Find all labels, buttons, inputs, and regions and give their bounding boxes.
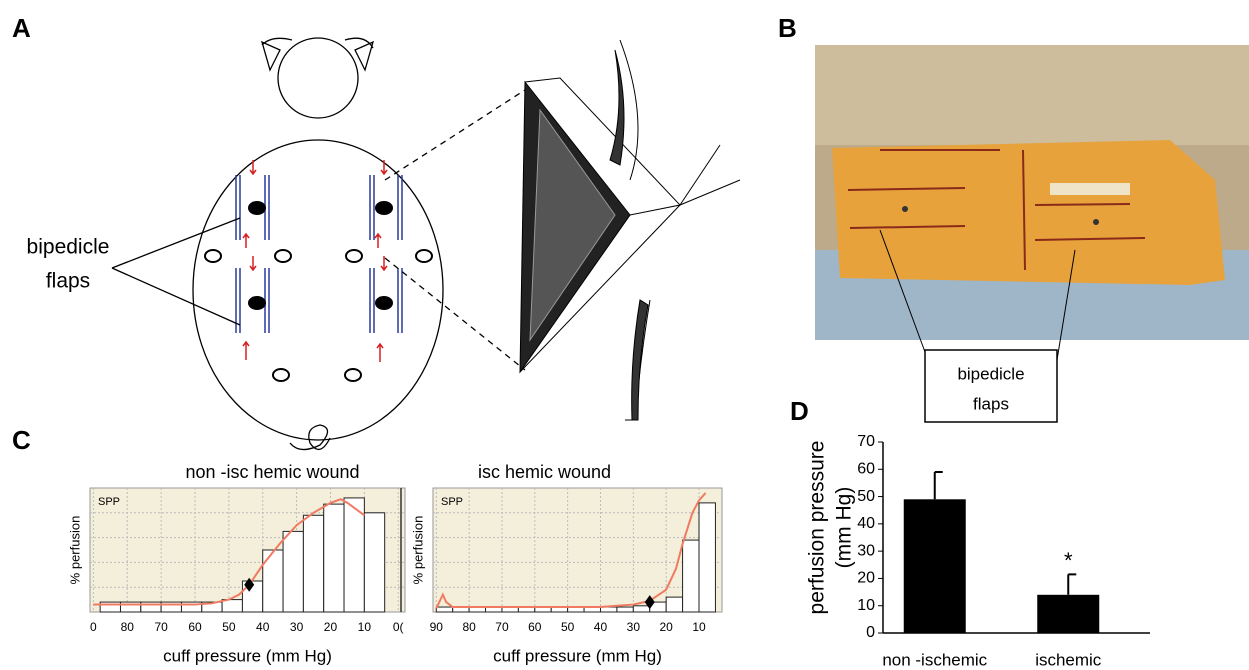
- annotation: *: [1064, 548, 1073, 573]
- panel-label: A: [12, 13, 31, 43]
- bar: [436, 607, 452, 612]
- y-tick-label: 40: [857, 515, 875, 532]
- y-tick-label: 20: [857, 570, 875, 587]
- x-tick-label: 40: [256, 620, 270, 634]
- bar: [904, 499, 966, 633]
- x-tick-label: 60: [528, 620, 542, 634]
- pig-diagram: [112, 38, 525, 450]
- x-tick-label: 30: [290, 620, 304, 634]
- chart-title: non -isc hemic wound: [185, 462, 359, 482]
- photo: [815, 45, 1249, 422]
- panel-label: B: [778, 13, 797, 43]
- callout: flaps: [46, 270, 90, 293]
- y-tick-label: 70: [857, 433, 875, 450]
- panel-label: C: [12, 425, 31, 455]
- bar: [283, 531, 303, 612]
- x-tick-label: 60: [188, 620, 202, 634]
- bar: [344, 498, 364, 612]
- error-bar: [935, 472, 943, 499]
- plot-background: [433, 488, 722, 612]
- bar: [222, 600, 242, 612]
- bar: [683, 540, 699, 612]
- flap-sketch: [520, 40, 740, 420]
- bar: [364, 513, 384, 612]
- x-tick-label: 80: [121, 620, 135, 634]
- y-tick-label: 10: [857, 597, 875, 614]
- y-tick-label: 50: [857, 488, 875, 505]
- x-axis-label: cuff pressure (mm Hg): [493, 646, 662, 665]
- y-tick-label: 60: [857, 461, 875, 478]
- y-axis-label: (mm Hg): [833, 487, 856, 569]
- bar: [699, 503, 715, 612]
- figure: A bipedicle flaps B bipedicle flaps C D …: [0, 0, 1249, 670]
- bar: [666, 597, 682, 612]
- x-tick-label: 50: [222, 620, 236, 634]
- x-tick-label: 50: [561, 620, 575, 634]
- x-tick-label: 10: [358, 620, 372, 634]
- x-tick-label: 30: [627, 620, 641, 634]
- callout: bipedicle: [957, 364, 1024, 383]
- y-axis-label: perfusion pressure: [806, 441, 829, 615]
- x-tick-label: ischemic: [1035, 650, 1102, 669]
- x-tick-label: 80: [462, 620, 476, 634]
- x-tick-label: non -ischemic: [882, 650, 987, 669]
- x-tick-label: 20: [659, 620, 673, 634]
- bar: [324, 504, 344, 612]
- x-tick-label: 70: [154, 620, 168, 634]
- x-tick-label: 40: [594, 620, 608, 634]
- x-tick-label: 10: [692, 620, 706, 634]
- y-axis-label: % perfusion: [67, 516, 82, 585]
- x-tick-label: 0(: [393, 620, 404, 634]
- x-tick-label: 90: [430, 620, 444, 634]
- spp-label: SPP: [441, 496, 463, 508]
- x-axis-label: cuff pressure (mm Hg): [163, 646, 332, 665]
- y-tick-label: 0: [866, 624, 875, 641]
- x-tick-label: 70: [495, 620, 509, 634]
- bar: [303, 515, 323, 612]
- bar: [633, 606, 649, 612]
- chart-title: isc hemic wound: [478, 462, 611, 482]
- y-tick-label: 30: [857, 542, 875, 559]
- x-tick-label: 0: [90, 620, 97, 634]
- x-tick-label: 20: [324, 620, 338, 634]
- bar: [263, 550, 283, 612]
- bar: [617, 607, 633, 612]
- spp-label: SPP: [98, 496, 120, 508]
- callout: flaps: [973, 394, 1009, 413]
- bar: [1037, 595, 1099, 633]
- callout: bipedicle: [27, 236, 110, 259]
- panel-label: D: [790, 396, 809, 426]
- y-axis-label: % perfusion: [410, 516, 425, 585]
- error-bar: [1068, 574, 1076, 594]
